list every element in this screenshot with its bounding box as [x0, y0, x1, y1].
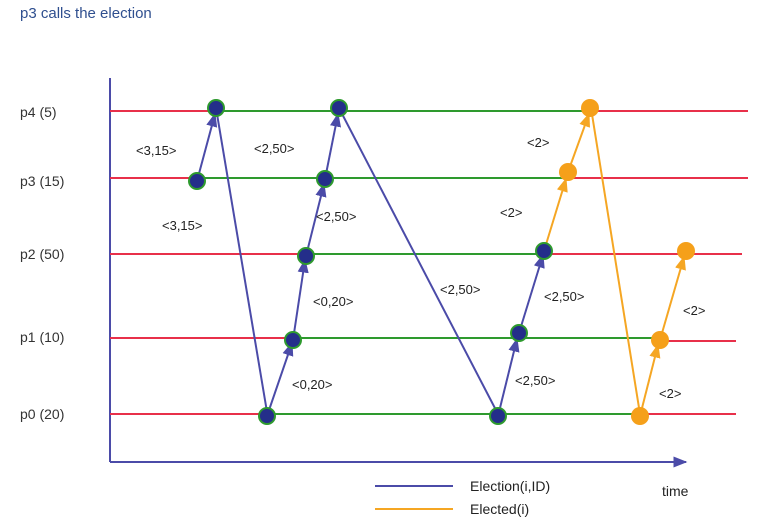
legend: Election(i,ID) Elected(i): [375, 478, 550, 517]
message-label: <0,20>: [313, 294, 354, 309]
timeline-p1: [110, 337, 736, 342]
message-label: <2,50>: [316, 209, 357, 224]
election-msg-p1-p2: [292, 258, 309, 341]
event-node: [535, 242, 553, 260]
process-label-p4: p4 (5): [20, 104, 57, 120]
message-label: <2,50>: [515, 373, 556, 388]
message-label: <2,50>: [440, 282, 481, 297]
event-node: [258, 407, 276, 425]
time-axis-label: time: [662, 483, 689, 499]
event-node: [316, 170, 334, 188]
diagram-title: p3 calls the election: [20, 5, 152, 22]
message-label: <2>: [527, 135, 549, 150]
message-label: <2,50>: [254, 141, 295, 156]
elected-msg-p2-p3: [543, 177, 568, 252]
elected-msg-p1-p2: [659, 255, 686, 341]
elected-node: [581, 99, 599, 117]
event-node: [489, 407, 507, 425]
message-label: <2>: [500, 205, 522, 220]
election-msg-p3-p4-second: [324, 112, 342, 180]
process-label-p2: p2 (50): [20, 246, 64, 262]
election-msg-p3-p4: [196, 112, 218, 182]
election-msg-p4-p0: [215, 107, 268, 413]
elected-msg-p0-p1: [639, 343, 661, 417]
event-node: [330, 99, 348, 117]
event-node: [297, 247, 315, 265]
process-label-p0: p0 (20): [20, 406, 64, 422]
message-label: <3,15>: [162, 218, 203, 233]
process-label-p1: p1 (10): [20, 329, 64, 345]
legend-label-election: Election(i,ID): [470, 478, 550, 494]
elected-node: [677, 242, 695, 260]
process-label-p3: p3 (15): [20, 173, 64, 189]
election-msg-p0-p1-second: [497, 337, 520, 417]
election-msg-p4-p0-second: [338, 107, 499, 415]
elected-node: [559, 163, 577, 181]
message-label: <2,50>: [544, 289, 585, 304]
election-msg-p2-p3: [305, 182, 327, 257]
message-label: <0,20>: [292, 377, 333, 392]
election-msg-p1-p2-second: [518, 253, 545, 334]
message-label: <3,15>: [136, 143, 177, 158]
elected-msg-p4-p0: [590, 107, 641, 415]
event-node: [510, 324, 528, 342]
elected-msg-p3-p4: [567, 112, 590, 173]
event-node: [284, 331, 302, 349]
message-label: <2>: [683, 303, 705, 318]
event-node: [188, 172, 206, 190]
legend-label-elected: Elected(i): [470, 501, 529, 517]
elected-node: [651, 331, 669, 349]
elected-node: [631, 407, 649, 425]
event-node: [207, 99, 225, 117]
election-msg-p0-p1: [266, 341, 294, 417]
message-label: <2>: [659, 386, 681, 401]
